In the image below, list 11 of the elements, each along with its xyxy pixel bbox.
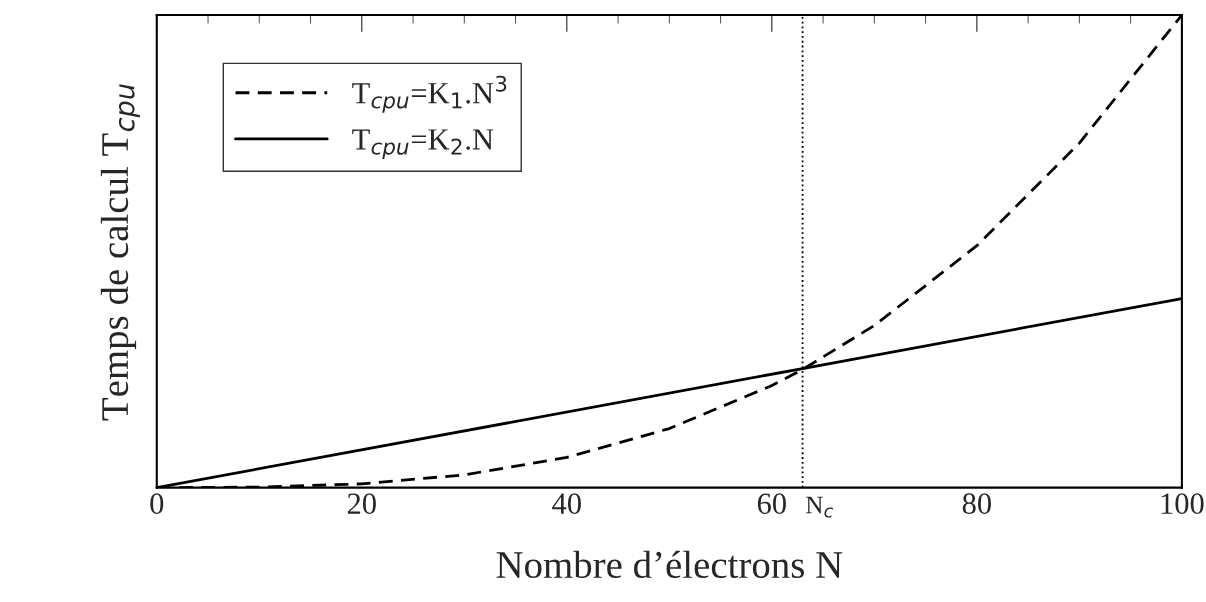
x-tick-label: 0 <box>150 493 164 514</box>
x-tick-label: 20 <box>347 493 376 514</box>
x-tick-label: 100 <box>1161 493 1204 514</box>
legend-label: T$_{cpu}$=K$_{2}$.N <box>352 129 494 159</box>
legend-label: T$_{cpu}$=K$_{1}$.N$^{3}$ <box>352 75 507 113</box>
x-tick-label: 80 <box>962 493 991 514</box>
ref-line-label: N$_{c}$ <box>806 496 834 518</box>
x-tick-label: 60 <box>757 493 786 514</box>
y-axis-title: Temps de calcul T$_{cpu}$ <box>100 84 140 421</box>
x-tick-label: 40 <box>552 493 581 514</box>
x-axis-title: Nombre d’électrons N <box>496 550 843 579</box>
